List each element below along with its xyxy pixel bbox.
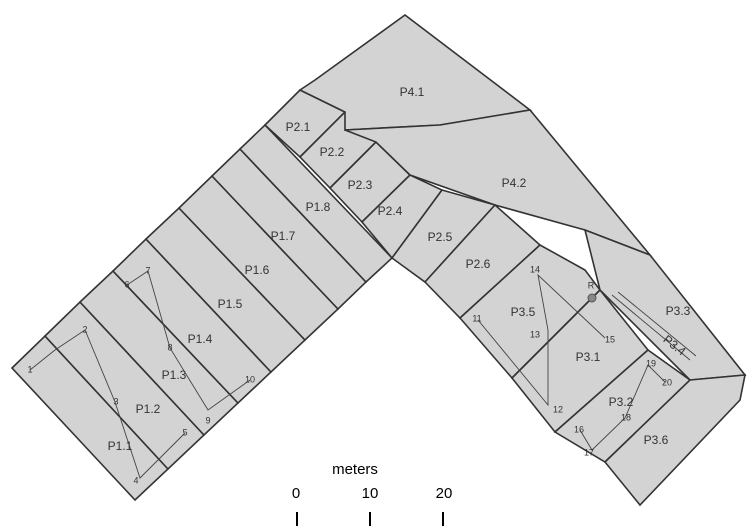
point-label: 7 — [145, 265, 150, 275]
parcel-label: P2.6 — [466, 257, 491, 271]
survey-line — [126, 270, 251, 411]
parcel-label: P3.2 — [609, 395, 634, 409]
point-label: 1 — [27, 364, 32, 374]
parcel-label: P1.7 — [271, 229, 296, 243]
survey-line — [579, 364, 666, 451]
point-label: 4 — [133, 475, 138, 485]
point-label: 3 — [113, 396, 118, 406]
point-label: 5 — [182, 427, 187, 437]
point-label: 2 — [82, 324, 87, 334]
survey-point-labels: 1 2 3 4 5 6 7 8 9 10 11 12 13 14 15 16 1… — [27, 264, 672, 485]
parcel-label: P2.2 — [320, 145, 345, 159]
parcel-labels: P1.1 P1.2 P1.3 P1.4 P1.5 P1.6 P1.7 P1.8 … — [108, 85, 691, 453]
parcel — [603, 374, 746, 507]
scale-label: 20 — [436, 485, 453, 502]
parcel-label: P2.4 — [378, 204, 403, 218]
point-label: 14 — [530, 264, 540, 274]
point-label: 19 — [646, 358, 656, 368]
survey-line — [29, 329, 186, 479]
point-label: 15 — [605, 334, 615, 344]
parcels — [10, 14, 747, 507]
parcel-label: P2.1 — [286, 120, 311, 134]
parcel-label: P3.3 — [666, 304, 691, 318]
point-label: 11 — [472, 313, 481, 323]
survey-line — [477, 273, 606, 407]
point-label: 13 — [530, 329, 540, 339]
parcel-label: P4.1 — [400, 85, 425, 99]
parcel-label: P1.2 — [136, 402, 161, 416]
parcel-label: P3.5 — [511, 305, 536, 319]
parcel-label: P4.2 — [502, 176, 527, 190]
parcel-label: P1.4 — [188, 332, 213, 346]
scale-title: meters — [332, 461, 378, 478]
point-label: 17 — [584, 447, 594, 457]
point-label: 18 — [621, 412, 631, 422]
point-label: 9 — [205, 415, 210, 425]
parcel-label: P3.1 — [576, 350, 601, 364]
parcel — [458, 244, 602, 380]
point-label: 20 — [662, 377, 672, 387]
marker-label: R — [588, 280, 595, 290]
parcel-label: P1.1 — [108, 439, 133, 453]
marker-point — [587, 293, 597, 303]
scale-label: 0 — [292, 485, 300, 502]
point-label: 8 — [167, 342, 172, 352]
parcel-label: P1.5 — [218, 297, 243, 311]
point-label: 10 — [245, 374, 255, 384]
scale-label: 10 — [362, 485, 379, 502]
point-label: 16 — [574, 424, 584, 434]
point-label: 6 — [124, 279, 129, 289]
parcel-label: P2.5 — [428, 230, 453, 244]
point-label: 12 — [553, 404, 563, 414]
parcel-label: P1.8 — [306, 200, 331, 214]
parcel-label: P2.3 — [348, 178, 373, 192]
parcel-label: P1.3 — [162, 368, 187, 382]
parcel-label: P3.6 — [644, 433, 669, 447]
scale-bar: meters 0 10 20 — [292, 461, 453, 526]
survey-line — [611, 294, 691, 361]
survey-line — [617, 291, 697, 357]
parcel-label: P1.6 — [245, 263, 270, 277]
survey-lines — [29, 270, 697, 479]
